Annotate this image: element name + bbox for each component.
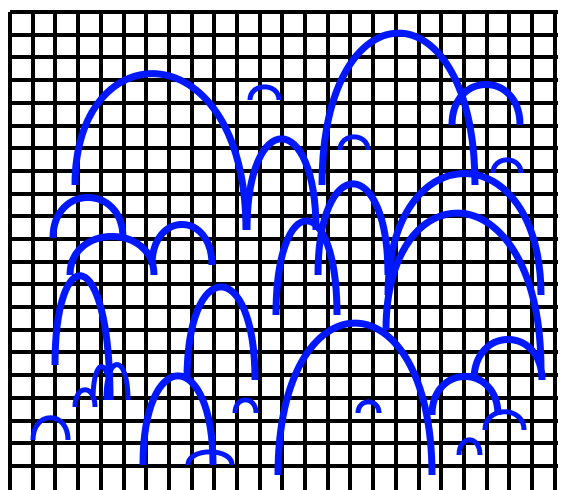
blue-arc xyxy=(384,170,545,296)
blue-arc xyxy=(139,372,217,466)
blue-arc xyxy=(71,70,250,231)
blue-arc xyxy=(382,209,545,371)
blue-arc xyxy=(456,437,483,456)
blue-arc xyxy=(243,135,320,231)
blue-arc xyxy=(274,319,436,476)
blue-arc xyxy=(51,272,114,401)
blue-arc xyxy=(148,221,216,266)
blue-arc xyxy=(183,283,259,381)
blue-arc xyxy=(90,364,113,401)
blue-arc xyxy=(30,415,71,441)
blue-arc xyxy=(355,399,382,414)
blue-arc xyxy=(72,387,98,408)
blue-arc xyxy=(318,29,479,186)
blue-arc xyxy=(314,180,392,276)
blue-arc xyxy=(103,362,131,401)
blue-arc xyxy=(66,233,158,276)
blue-arc xyxy=(428,373,502,416)
arc-layer xyxy=(30,29,546,476)
blue-arc xyxy=(49,194,127,239)
blue-arc xyxy=(232,397,259,414)
blue-arc xyxy=(337,134,371,151)
blue-arc xyxy=(448,81,524,126)
blue-arc xyxy=(272,217,341,316)
blue-arc xyxy=(470,336,546,381)
blue-arc xyxy=(247,84,282,101)
blue-arc xyxy=(490,157,524,174)
blue-arc xyxy=(185,449,235,466)
blue-arc xyxy=(482,409,527,431)
